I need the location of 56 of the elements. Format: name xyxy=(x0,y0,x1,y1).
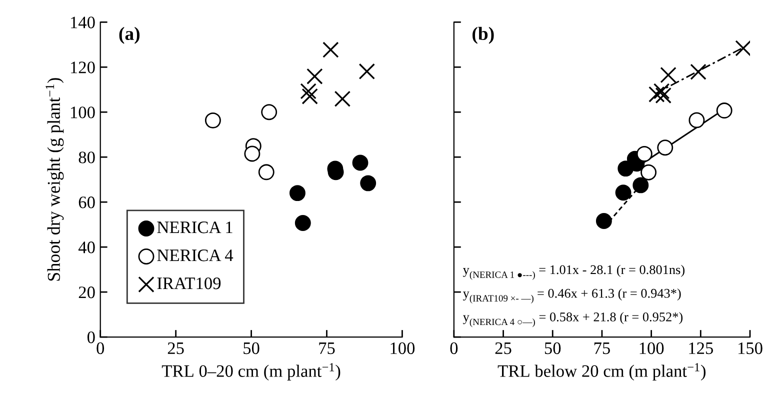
y-tick-label: 40 xyxy=(78,242,95,254)
legend-label: NERICA 4 xyxy=(157,250,234,262)
y-axis-title: Shoot dry weight (g plant$^{−1}$) xyxy=(46,78,64,281)
chart-title: (b) xyxy=(472,26,494,44)
point xyxy=(716,102,732,119)
legend-label: IRAT109 xyxy=(157,277,221,290)
x-tick-label: 0 xyxy=(96,342,104,354)
y-tick-label: 80 xyxy=(78,152,95,164)
point xyxy=(294,215,311,231)
x-tick-label: 0 xyxy=(450,342,458,354)
y-tick-label: 0 xyxy=(87,332,95,344)
point xyxy=(302,88,318,104)
x-tick-label: 75 xyxy=(319,342,335,354)
y-tick-label: 140 xyxy=(70,16,95,28)
point xyxy=(615,184,632,201)
point xyxy=(688,112,705,128)
y-tick-label: 100 xyxy=(70,106,95,118)
x-tick-label: 75 xyxy=(594,342,610,354)
point xyxy=(690,64,706,80)
point xyxy=(289,185,306,202)
y-tick-label: 60 xyxy=(78,196,95,208)
x-tick-label: 50 xyxy=(544,342,561,354)
point xyxy=(655,87,672,104)
point xyxy=(300,83,316,100)
point xyxy=(735,40,750,56)
legend-label: NERICA 1 xyxy=(157,222,232,234)
point xyxy=(632,177,649,194)
x-axis-title: TRL 0–20 cm (m plant$^{−1}$) xyxy=(162,363,340,380)
point xyxy=(244,146,260,162)
x-tick-label: 25 xyxy=(495,342,512,354)
point xyxy=(204,112,221,128)
x-axis-title: TRL below 20 cm (m plant$^{−1}$) xyxy=(498,363,706,380)
point xyxy=(660,66,676,84)
point xyxy=(657,140,674,156)
x-tick-label: 100 xyxy=(640,342,664,354)
point xyxy=(334,90,351,107)
chart-title: (a) xyxy=(119,26,140,44)
point xyxy=(306,68,323,84)
y-tick-label: 20 xyxy=(78,286,95,298)
x-tick-label: 150 xyxy=(738,342,762,354)
point xyxy=(648,86,665,102)
x-tick-label: 100 xyxy=(390,342,415,354)
x-tick-label: 25 xyxy=(168,342,184,354)
x-tick-label: 125 xyxy=(689,342,713,354)
point xyxy=(352,154,368,171)
point xyxy=(358,63,376,80)
point xyxy=(261,104,278,120)
point xyxy=(636,146,652,162)
point xyxy=(653,83,670,100)
point xyxy=(258,164,274,180)
point xyxy=(322,42,339,58)
point xyxy=(596,212,612,229)
point xyxy=(640,164,657,180)
y-tick-label: 120 xyxy=(70,62,95,74)
x-tick-label: 50 xyxy=(244,342,260,354)
point xyxy=(360,175,376,192)
